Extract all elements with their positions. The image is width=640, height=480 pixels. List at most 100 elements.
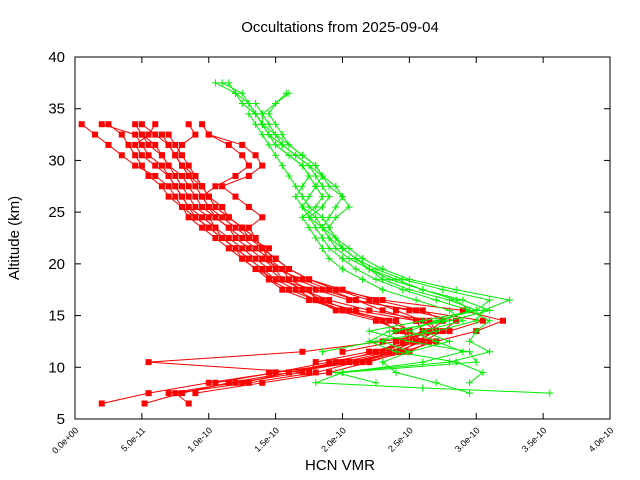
data-point: [312, 203, 320, 211]
data-point: [466, 348, 474, 356]
data-point: [286, 369, 292, 376]
data-point: [298, 162, 306, 170]
data-point: [245, 100, 253, 108]
data-point: [312, 182, 320, 190]
data-point: [259, 266, 266, 273]
data-point: [365, 265, 373, 273]
data-point: [413, 317, 420, 324]
data-point: [145, 141, 152, 148]
data-point: [199, 183, 206, 190]
data-point: [239, 245, 246, 252]
data-point: [225, 235, 232, 241]
data-point: [239, 141, 246, 148]
data-point: [225, 224, 232, 231]
data-point: [132, 121, 139, 128]
data-point: [305, 213, 313, 221]
data-point: [212, 203, 219, 210]
data-point: [179, 152, 185, 159]
data-point: [272, 120, 280, 128]
profile-line: [141, 123, 505, 404]
data-point: [419, 358, 427, 366]
data-point: [152, 131, 159, 138]
data-point: [245, 245, 252, 252]
data-point: [245, 224, 252, 231]
data-point: [219, 214, 226, 221]
data-point: [432, 327, 440, 335]
data-point: [399, 328, 406, 335]
data-point: [199, 224, 206, 231]
data-point: [306, 286, 313, 293]
profile-line: [221, 82, 491, 384]
data-point: [239, 255, 246, 262]
x-tick-label: 0.0e+00: [50, 425, 80, 455]
data-point: [305, 224, 313, 232]
data-point: [265, 110, 273, 118]
data-point: [272, 151, 280, 159]
data-point: [232, 89, 239, 97]
data-point: [165, 390, 172, 397]
y-tick-label: 10: [48, 359, 65, 376]
data-point: [278, 131, 286, 139]
data-point: [172, 141, 179, 148]
data-point: [372, 275, 380, 283]
data-point: [245, 203, 252, 210]
data-point: [372, 317, 379, 324]
data-point: [366, 348, 373, 355]
series-layer: [78, 79, 554, 407]
data-point: [299, 348, 306, 355]
data-point: [285, 141, 293, 149]
data-point: [318, 348, 326, 356]
data-point: [205, 379, 212, 386]
data-point: [379, 275, 387, 283]
data-point: [225, 245, 232, 252]
data-point: [419, 384, 427, 392]
data-point: [392, 348, 400, 356]
data-point: [272, 100, 280, 108]
data-point: [192, 390, 199, 397]
data-point: [265, 255, 272, 262]
data-point: [192, 183, 199, 190]
data-point: [238, 100, 246, 108]
profile-line: [248, 113, 471, 353]
data-point: [405, 327, 413, 335]
x-tick-label: 2.5e-10: [386, 425, 415, 454]
data-point: [346, 297, 353, 304]
data-point: [192, 172, 199, 179]
data-point: [479, 306, 487, 314]
data-point: [446, 337, 453, 345]
data-point: [318, 203, 326, 211]
data-point: [339, 244, 346, 252]
data-point: [138, 162, 145, 169]
data-point: [419, 286, 427, 294]
data-point: [319, 297, 326, 304]
data-point: [211, 79, 219, 87]
data-point: [500, 317, 506, 324]
data-point: [452, 358, 460, 366]
data-point: [312, 369, 319, 376]
data-point: [359, 275, 367, 283]
data-point: [138, 131, 145, 138]
data-point: [265, 120, 273, 128]
data-point: [466, 337, 474, 345]
data-point: [279, 276, 286, 283]
profile-line: [261, 92, 491, 373]
data-point: [306, 369, 313, 376]
data-point: [145, 390, 152, 397]
data-point: [399, 338, 406, 345]
series-2: [211, 79, 554, 397]
data-point: [258, 131, 266, 139]
data-point: [132, 131, 139, 138]
data-point: [298, 182, 306, 190]
data-point: [265, 369, 272, 376]
data-point: [325, 244, 333, 252]
y-axis: 5 10 15 20 25 30 35 40: [48, 49, 610, 428]
data-point: [252, 110, 260, 118]
data-point: [413, 307, 420, 314]
x-tick-label: 1.0e-10: [186, 425, 215, 454]
data-point: [279, 286, 286, 293]
data-point: [325, 255, 333, 263]
data-point: [78, 121, 85, 128]
data-point: [152, 141, 159, 148]
data-point: [312, 224, 320, 232]
